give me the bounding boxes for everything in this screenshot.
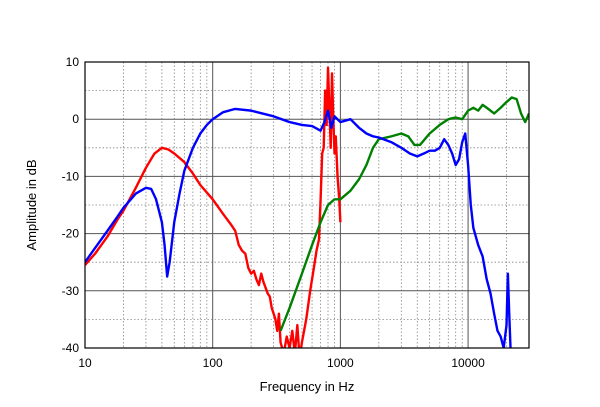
x-tick-label: 10: [78, 356, 92, 370]
x-tick-label: 10000: [451, 356, 485, 370]
y-tick-label: 10: [66, 55, 80, 69]
x-axis-title: Frequency in Hz: [260, 379, 355, 394]
x-tick-label: 1000: [327, 356, 354, 370]
series-line-1: [85, 66, 342, 348]
series-line-2: [279, 96, 529, 332]
y-tick-label: -10: [62, 169, 80, 183]
y-tick-label: -30: [62, 284, 80, 298]
y-tick-label: 0: [72, 112, 79, 126]
series-layer: [85, 66, 529, 348]
plot-frame: [84, 61, 530, 349]
x-tick-label: 100: [203, 356, 223, 370]
y-axis-title: Amplitude in dB: [24, 159, 39, 250]
series-line-3: [85, 107, 512, 348]
y-tick-label: -20: [62, 227, 80, 241]
y-tick-label: -40: [62, 341, 80, 355]
